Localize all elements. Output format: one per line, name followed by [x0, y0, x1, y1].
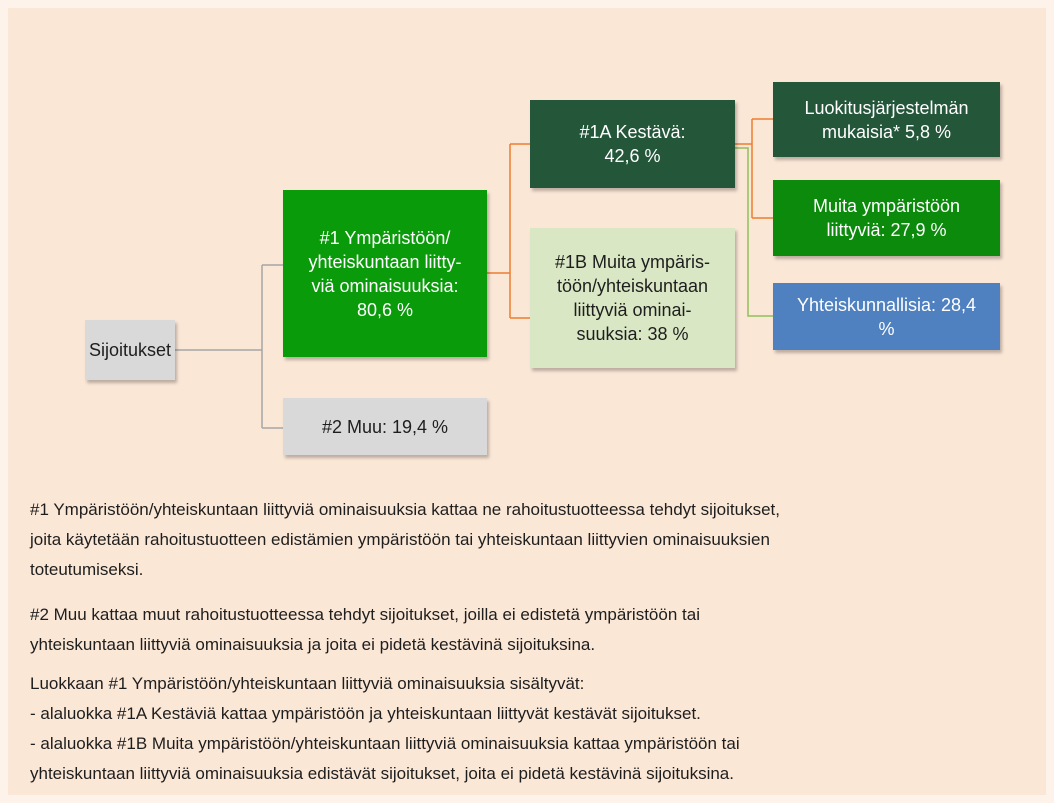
- paragraph-line: yhteiskuntaan liittyviä ominaisuuksia ja…: [30, 635, 596, 654]
- node-label: yhteiskuntaan liitty-: [308, 251, 462, 272]
- node-label: Yhteiskunnallisia: 28,4: [796, 294, 977, 315]
- node-label: mukaisia* 5,8 %: [821, 121, 952, 142]
- paragraph-line: #1 Ympäristöön/yhteiskuntaan liittyviä o…: [30, 500, 780, 519]
- connectors: [175, 118, 773, 429]
- paragraph-line: yhteiskuntaan liittyviä ominaisuuksia ed…: [30, 764, 734, 783]
- node-box: #1 Ympäristöön/yhteiskuntaan liitty-viä …: [283, 190, 487, 357]
- node-label: 80,6 %: [356, 299, 414, 320]
- node-label: %: [878, 318, 895, 339]
- node-label: liittyviä ominai-: [573, 300, 692, 320]
- node-label: töön/yhteiskuntaan: [556, 276, 709, 296]
- paragraph-line: - alaluokka #1B Muita ympäristöön/yhteis…: [30, 734, 740, 753]
- node-label: #1A Kestävä:: [579, 122, 686, 142]
- paragraph-line: #2 Muu kattaa muut rahoitustuotteessa te…: [30, 605, 700, 624]
- node-label: Luokitusjärjestelmän: [804, 97, 969, 118]
- node-label: #1B Muita ympäris-: [554, 252, 711, 272]
- node-label: Muita ympäristöön: [812, 196, 961, 216]
- paragraph: Luokkaan #1 Ympäristöön/yhteiskuntaan li…: [30, 669, 740, 789]
- node-box: Luokitusjärjestelmän mukaisia* 5,8 %: [773, 82, 1000, 157]
- connector: [735, 118, 773, 219]
- connector: [735, 147, 773, 317]
- node-box: #1A Kestävä: 42,6 %: [530, 100, 735, 188]
- paragraph: #2 Muu kattaa muut rahoitustuotteessa te…: [30, 600, 700, 660]
- paragraph: #1 Ympäristöön/yhteiskuntaan liittyviä o…: [30, 495, 780, 585]
- node-box: #1B Muita ympäris-töön/yhteiskuntaan liit…: [530, 228, 735, 368]
- node-label: suuksia: 38 %: [576, 324, 689, 344]
- node-label: liittyviä: 27,9 %: [826, 220, 947, 240]
- node-label: Sijoitukset: [88, 340, 172, 360]
- node-box: Muita ympäristöön liittyviä: 27,9 %: [773, 180, 1000, 256]
- node-box: #2 Muu: 19,4 %: [283, 398, 487, 455]
- connector: [487, 143, 530, 319]
- node-box: Sijoitukset: [85, 320, 175, 380]
- paragraph-line: Luokkaan #1 Ympäristöön/yhteiskuntaan li…: [30, 674, 585, 693]
- node-label: #1 Ympäristöön/: [319, 227, 451, 248]
- node-box: Yhteiskunnallisia: 28,4%: [773, 283, 1000, 350]
- node-label: viä ominaisuuksia:: [311, 275, 459, 296]
- node-label: #2 Muu: 19,4 %: [321, 416, 449, 437]
- node-label: 42,6 %: [604, 146, 661, 166]
- paragraph-line: joita käytetään rahoitustuotteen edistäm…: [30, 530, 770, 549]
- paragraph-line: toteutumiseksi.: [30, 560, 144, 579]
- paragraph-line: - alaluokka #1A Kestäviä kattaa ympärist…: [30, 704, 701, 723]
- connector: [175, 264, 283, 429]
